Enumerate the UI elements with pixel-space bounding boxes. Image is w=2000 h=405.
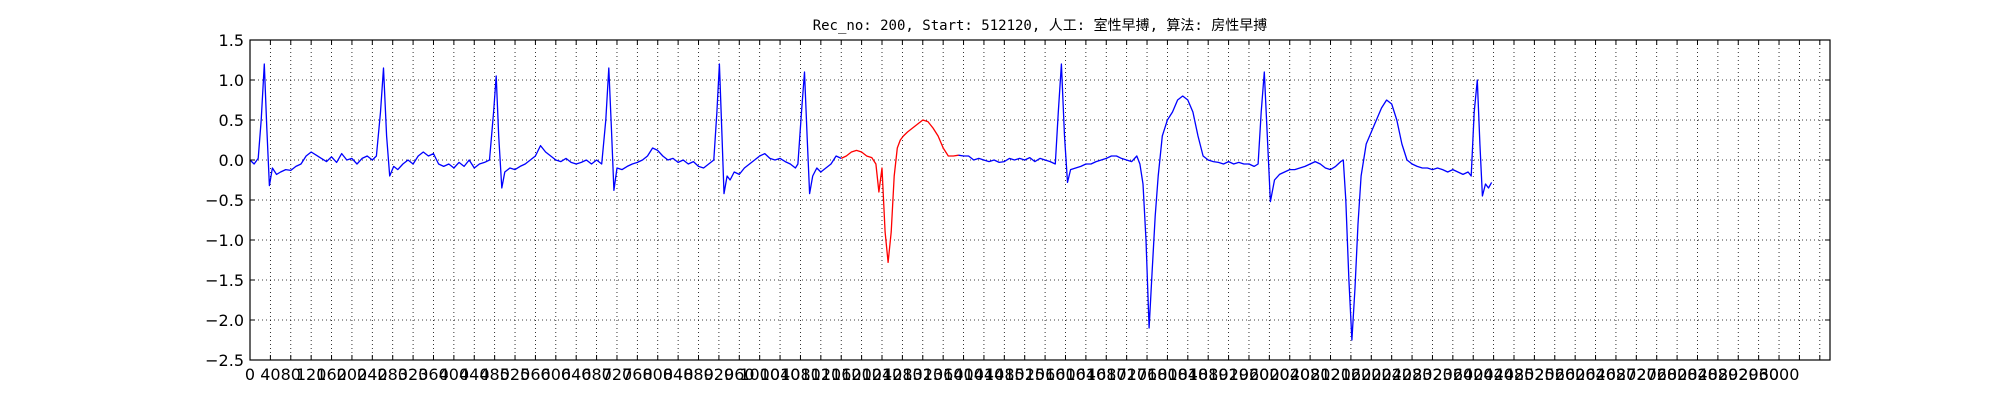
x-tick-label: 360 <box>418 365 449 384</box>
x-tick-label: 1640 <box>1066 365 1107 384</box>
x-tick-label: 1200 <box>841 365 882 384</box>
x-tick-label: 2720 <box>1616 365 1657 384</box>
x-tick-label: 1760 <box>1127 365 1168 384</box>
x-tick-label: 760 <box>622 365 653 384</box>
y-tick-label: −2.5 <box>205 351 244 370</box>
x-tick-label: 960 <box>724 365 755 384</box>
x-tick-label: 400 <box>439 365 470 384</box>
x-tick-label: 120 <box>296 365 327 384</box>
x-tick-label: 1800 <box>1147 365 1188 384</box>
x-tick-label: 2280 <box>1392 365 1433 384</box>
x-tick-label: 1040 <box>760 365 801 384</box>
x-tick-label: 2440 <box>1473 365 1514 384</box>
x-tick-label: 1920 <box>1208 365 1249 384</box>
y-tick-label: −0.5 <box>205 191 244 210</box>
x-tick-label: 480 <box>479 365 510 384</box>
y-tick-label: 0.0 <box>219 151 244 170</box>
y-tick-label: 1.0 <box>219 71 244 90</box>
x-tick-label: 2320 <box>1412 365 1453 384</box>
x-tick-label: 2200 <box>1351 365 1392 384</box>
x-tick-label: 520 <box>500 365 531 384</box>
x-tick-label: 720 <box>602 365 633 384</box>
x-tick-label: 2640 <box>1575 365 1616 384</box>
x-tick-label: 640 <box>561 365 592 384</box>
ecg-series-line-1 <box>840 119 959 264</box>
x-tick-label: 1840 <box>1167 365 1208 384</box>
y-axis: −2.5 −2.0 −1.5 −1.0 −0.5 0.0 0.5 1.0 1.5 <box>205 31 1830 370</box>
x-tick-label: 1600 <box>1045 365 1086 384</box>
x-tick-label: 2880 <box>1698 365 1739 384</box>
x-tick-label: 2840 <box>1677 365 1718 384</box>
x-tick-label: 2240 <box>1371 365 1412 384</box>
x-tick-label: 2960 <box>1738 365 1779 384</box>
x-tick-label: 1000 <box>739 365 780 384</box>
x-tick-label: 1400 <box>943 365 984 384</box>
x-tick-label: 2560 <box>1534 365 1575 384</box>
x-tick-label: 800 <box>642 365 673 384</box>
x-tick-label: 880 <box>683 365 714 384</box>
x-tick-label: 1680 <box>1086 365 1127 384</box>
x-tick-label: 1440 <box>964 365 1005 384</box>
x-tick-label: 2680 <box>1596 365 1637 384</box>
x-tick-label: 2520 <box>1514 365 1555 384</box>
x-tick-label: 2600 <box>1555 365 1596 384</box>
x-tick-label: 840 <box>663 365 694 384</box>
x-tick-label: 0 <box>245 365 255 384</box>
x-axis: 0 40 8012016020024028032036040044048052056… <box>245 40 1821 384</box>
x-tick-label: 320 <box>398 365 429 384</box>
x-tick-label: 1240 <box>862 365 903 384</box>
x-tick-label: 160 <box>316 365 347 384</box>
x-tick-label: 600 <box>541 365 572 384</box>
x-tick-label: 560 <box>520 365 551 384</box>
x-tick-label: 2800 <box>1657 365 1698 384</box>
x-tick-label: 280 <box>377 365 408 384</box>
x-tick-label: 1880 <box>1188 365 1229 384</box>
x-tick-label: 1280 <box>882 365 923 384</box>
ecg-series-line-0 <box>249 63 842 195</box>
x-tick-label: 920 <box>704 365 735 384</box>
x-tick-label: 80 <box>281 365 301 384</box>
x-tick-label: 40 <box>260 365 280 384</box>
chart-title: Rec_no: 200, Start: 512120, 人工: 室性早搏, 算法… <box>813 17 1268 34</box>
x-tick-label: 2160 <box>1331 365 1372 384</box>
x-tick-label: 2760 <box>1636 365 1677 384</box>
x-tick-label: 680 <box>581 365 612 384</box>
x-tick-label: 1360 <box>923 365 964 384</box>
grid-layer <box>250 40 1830 360</box>
y-tick-label: −2.0 <box>205 311 244 330</box>
y-tick-label: 1.5 <box>219 31 244 50</box>
x-tick-label: 440 <box>459 365 490 384</box>
x-tick-label: 2080 <box>1290 365 1331 384</box>
x-tick-label: 1960 <box>1229 365 1270 384</box>
x-tick-label: 1120 <box>800 365 841 384</box>
x-tick-label: 2480 <box>1494 365 1535 384</box>
x-tick-label: 2920 <box>1718 365 1759 384</box>
x-tick-label: 240 <box>357 365 388 384</box>
x-tick-label: 1560 <box>1025 365 1066 384</box>
x-tick-label: 2400 <box>1453 365 1494 384</box>
x-tick-label: 2120 <box>1310 365 1351 384</box>
y-tick-label: 0.5 <box>219 111 244 130</box>
x-tick-label: 1080 <box>780 365 821 384</box>
x-tick-label: 2360 <box>1432 365 1473 384</box>
x-tick-label: 1520 <box>1004 365 1045 384</box>
x-tick-label: 3000 <box>1759 365 1800 384</box>
x-tick-label: 2000 <box>1249 365 1290 384</box>
y-tick-label: −1.5 <box>205 271 244 290</box>
x-tick-label: 1720 <box>1106 365 1147 384</box>
x-tick-label: 1320 <box>902 365 943 384</box>
series-layer <box>249 63 1493 341</box>
x-tick-label: 200 <box>337 365 368 384</box>
ecg-series-line-2 <box>958 63 1493 341</box>
x-tick-label: 1480 <box>984 365 1025 384</box>
y-tick-label: −1.0 <box>205 231 244 250</box>
x-tick-label: 2040 <box>1269 365 1310 384</box>
x-tick-label: 1160 <box>821 365 862 384</box>
